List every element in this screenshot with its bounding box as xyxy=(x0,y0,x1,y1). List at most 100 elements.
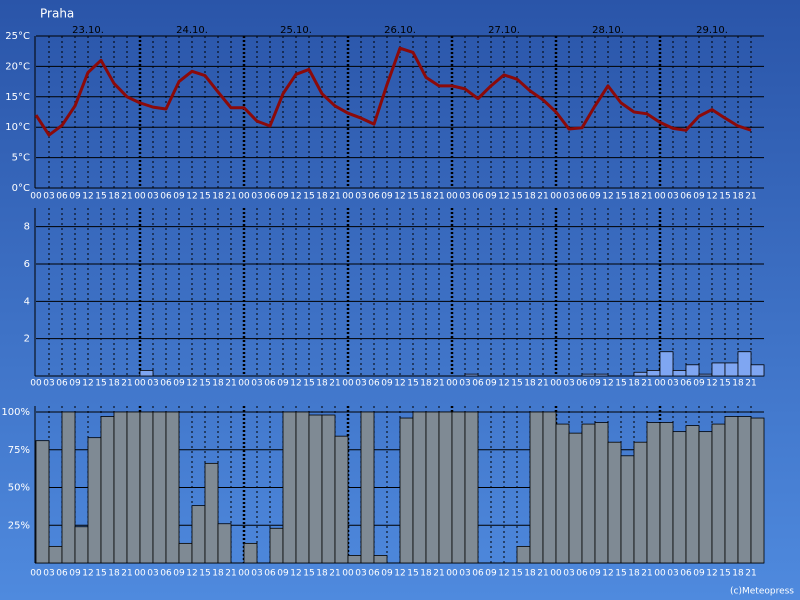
x-tick-label: 21 xyxy=(745,379,756,389)
x-tick-label: 18 xyxy=(212,192,224,202)
x-tick-label: 12 xyxy=(498,192,509,202)
x-tick-label: 21 xyxy=(745,569,756,579)
x-tick-label: 18 xyxy=(212,569,224,579)
x-tick-label: 00 xyxy=(654,569,666,579)
bar xyxy=(711,362,726,377)
bar xyxy=(698,373,713,377)
x-tick-label: 03 xyxy=(355,569,366,579)
x-tick-label: 18 xyxy=(108,569,120,579)
x-tick-label: 03 xyxy=(355,379,366,389)
x-tick-label: 21 xyxy=(433,379,444,389)
x-tick-label: 03 xyxy=(563,569,574,579)
bar xyxy=(269,527,284,564)
x-tick-label: 09 xyxy=(589,379,601,389)
bar xyxy=(74,526,89,564)
x-tick-label: 12 xyxy=(290,192,301,202)
x-tick-label: 06 xyxy=(160,192,172,202)
x-tick-label: 21 xyxy=(121,569,132,579)
bar xyxy=(646,369,661,377)
x-tick-label: 18 xyxy=(524,569,536,579)
bar xyxy=(516,545,531,564)
x-tick-label: 00 xyxy=(342,192,354,202)
x-tick-label: 06 xyxy=(368,569,380,579)
x-tick-label: 06 xyxy=(472,569,484,579)
bar xyxy=(672,369,687,377)
bar xyxy=(178,542,193,564)
x-tick-label: 12 xyxy=(498,379,509,389)
y-tick-label: 100% xyxy=(1,407,30,418)
x-tick-label: 21 xyxy=(225,379,236,389)
x-tick-label: 00 xyxy=(238,569,250,579)
x-tick-label: 18 xyxy=(628,379,640,389)
x-tick-label: 06 xyxy=(576,569,588,579)
bar xyxy=(737,351,752,377)
bar xyxy=(191,505,206,564)
x-tick-label: 03 xyxy=(147,379,158,389)
x-tick-label: 15 xyxy=(199,379,210,389)
x-tick-label: 06 xyxy=(264,379,276,389)
x-tick-label: 03 xyxy=(459,569,470,579)
day-label: 28.10. xyxy=(592,25,624,36)
x-tick-label: 09 xyxy=(69,192,81,202)
x-tick-label: 15 xyxy=(511,379,522,389)
bar xyxy=(529,411,544,564)
bar xyxy=(35,440,50,564)
x-tick-label: 03 xyxy=(43,379,54,389)
bar xyxy=(373,555,388,564)
x-tick-label: 12 xyxy=(82,192,93,202)
bar xyxy=(113,411,128,564)
x-tick-label: 21 xyxy=(121,192,132,202)
y-tick-label: 25% xyxy=(8,520,30,531)
x-tick-label: 15 xyxy=(615,192,626,202)
x-tick-label: 09 xyxy=(277,192,289,202)
x-tick-label: 06 xyxy=(56,569,68,579)
bar xyxy=(685,425,700,564)
x-tick-label: 06 xyxy=(472,379,484,389)
x-tick-label: 03 xyxy=(43,192,54,202)
bar xyxy=(308,414,323,564)
bar xyxy=(61,411,76,564)
x-tick-label: 06 xyxy=(160,569,172,579)
x-tick-label: 21 xyxy=(329,569,340,579)
x-tick-label: 06 xyxy=(680,569,692,579)
x-tick-label: 03 xyxy=(43,569,54,579)
y-tick-label: 20°C xyxy=(5,61,30,72)
bar xyxy=(425,411,440,564)
x-tick-label: 12 xyxy=(394,569,405,579)
x-tick-label: 09 xyxy=(693,192,705,202)
bar xyxy=(633,371,648,377)
x-tick-label: 12 xyxy=(290,379,301,389)
bar xyxy=(581,373,596,377)
x-tick-label: 15 xyxy=(95,192,106,202)
x-tick-label: 06 xyxy=(264,569,276,579)
x-tick-label: 00 xyxy=(30,192,42,202)
bar xyxy=(451,411,466,564)
x-tick-label: 09 xyxy=(693,569,705,579)
x-tick-label: 15 xyxy=(199,192,210,202)
x-tick-label: 09 xyxy=(381,569,393,579)
y-tick-label: 75% xyxy=(8,445,30,456)
x-tick-label: 12 xyxy=(290,569,301,579)
x-tick-label: 18 xyxy=(524,192,536,202)
bar xyxy=(698,431,713,564)
x-tick-label: 12 xyxy=(394,379,405,389)
bar xyxy=(672,431,687,564)
x-tick-label: 00 xyxy=(446,569,458,579)
x-tick-label: 09 xyxy=(485,569,497,579)
bar xyxy=(542,411,557,564)
x-tick-label: 00 xyxy=(550,379,562,389)
x-tick-label: 03 xyxy=(563,379,574,389)
x-tick-label: 09 xyxy=(173,192,185,202)
bar xyxy=(360,411,375,564)
bar xyxy=(399,417,414,564)
y-tick-label: 5°C xyxy=(12,153,30,164)
bar xyxy=(568,432,583,564)
x-tick-label: 18 xyxy=(420,192,432,202)
x-tick-label: 03 xyxy=(251,569,262,579)
chart-title: Praha xyxy=(40,7,74,21)
x-tick-label: 15 xyxy=(95,379,106,389)
x-tick-label: 12 xyxy=(394,192,405,202)
x-tick-label: 12 xyxy=(82,569,93,579)
x-tick-label: 12 xyxy=(82,379,93,389)
